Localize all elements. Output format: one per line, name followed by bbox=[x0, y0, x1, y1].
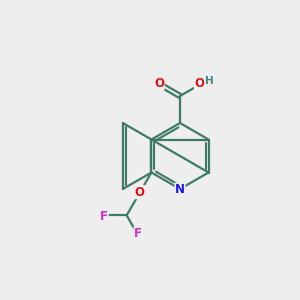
Text: O: O bbox=[134, 186, 144, 199]
Text: F: F bbox=[100, 210, 108, 223]
Text: H: H bbox=[205, 76, 214, 86]
Text: O: O bbox=[194, 77, 205, 90]
Text: O: O bbox=[154, 77, 164, 90]
Text: F: F bbox=[134, 227, 142, 240]
Text: N: N bbox=[175, 183, 185, 196]
